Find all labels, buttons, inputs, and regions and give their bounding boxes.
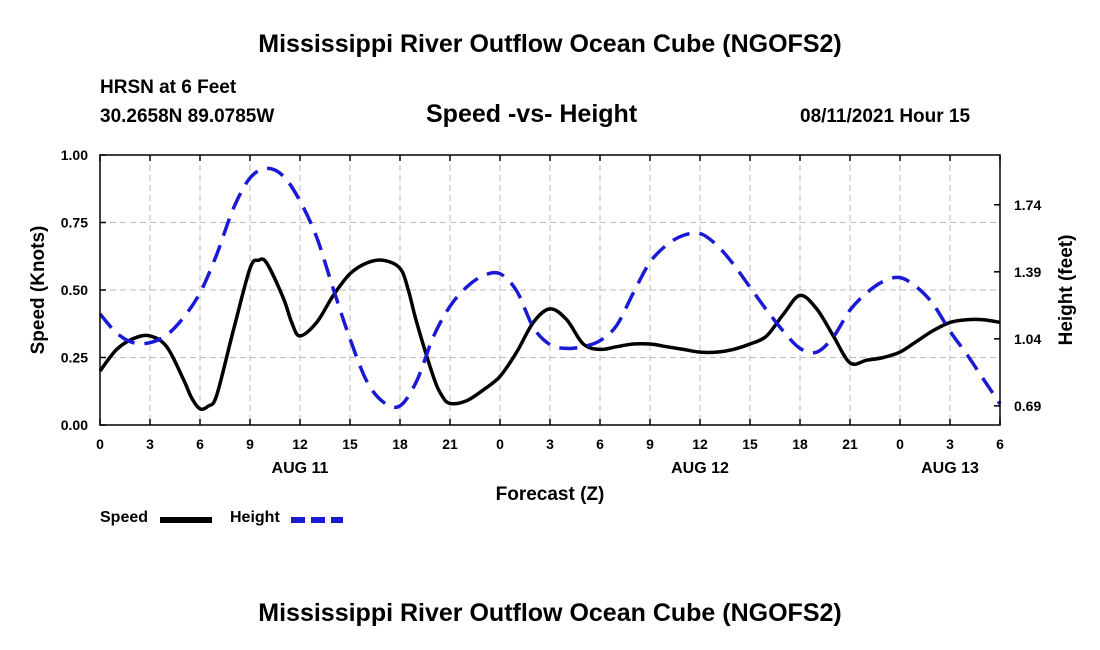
x-tick-label: 18 [392, 436, 408, 452]
legend-speed-label: Speed [100, 509, 149, 526]
x-tick-label: 0 [896, 436, 904, 452]
x-tick-label: 0 [496, 436, 504, 452]
y-left-tick-label: 0.25 [61, 350, 88, 366]
x-tick-label: 6 [996, 436, 1004, 452]
legend-height-label: Height [230, 509, 280, 526]
x-tick-label: 0 [96, 436, 104, 452]
x-tick-label: 15 [342, 436, 358, 452]
x-tick-label: 3 [146, 436, 154, 452]
grid-lines [100, 155, 1000, 425]
y-left-tick-label: 1.00 [61, 147, 88, 163]
x-tick-label: 6 [596, 436, 604, 452]
x-tick-label: 3 [546, 436, 554, 452]
date-label: AUG 11 [272, 460, 329, 477]
y-left-tick-label: 0.50 [61, 282, 88, 298]
y-right-tick-label: 1.39 [1014, 264, 1041, 280]
x-tick-label: 15 [742, 436, 758, 452]
series-lines [98, 166, 1002, 412]
y-left-tick-label: 0.75 [61, 215, 88, 231]
station-coordinates: 30.2658N 89.0785W [100, 106, 275, 127]
y-left-axis-title: Speed (Knots) [28, 226, 49, 355]
y-right-axis-title: Height (feet) [1056, 235, 1077, 346]
forecast-datetime: 08/11/2021 Hour 15 [800, 106, 971, 127]
y-right-tick-label: 1.04 [1014, 331, 1041, 347]
x-tick-label: 9 [246, 436, 254, 452]
x-tick-label: 12 [292, 436, 308, 452]
x-axis-title: Forecast (Z) [496, 484, 605, 505]
x-tick-label: 12 [692, 436, 708, 452]
x-tick-label: 9 [646, 436, 654, 452]
footer-title: Mississippi River Outflow Ocean Cube (NG… [258, 599, 842, 627]
x-tick-label: 6 [196, 436, 204, 452]
y-right-tick-label: 1.74 [1014, 197, 1041, 213]
chart-title: Mississippi River Outflow Ocean Cube (NG… [258, 30, 842, 58]
y-left-tick-label: 0.00 [61, 417, 88, 433]
x-tick-label: 21 [842, 436, 858, 452]
y-right-tick-label: 0.69 [1014, 398, 1041, 414]
tick-marks [99, 154, 1001, 426]
date-label: AUG 13 [921, 460, 979, 477]
chart-subtitle: Speed -vs- Height [426, 100, 638, 128]
station-label: HRSN at 6 Feet [100, 77, 237, 98]
series-line-height [98, 166, 1002, 410]
series-line-speed [98, 257, 1001, 412]
date-label: AUG 12 [671, 460, 729, 477]
x-tick-label: 3 [946, 436, 954, 452]
x-tick-label: 21 [442, 436, 458, 452]
axis-labels: 0 3 6 9 12 15 18 21 0 3 6 9 12 15 18 21 0 3 6 AUG 11 AUG 12 A… [28, 147, 1077, 505]
x-tick-label: 18 [792, 436, 808, 452]
